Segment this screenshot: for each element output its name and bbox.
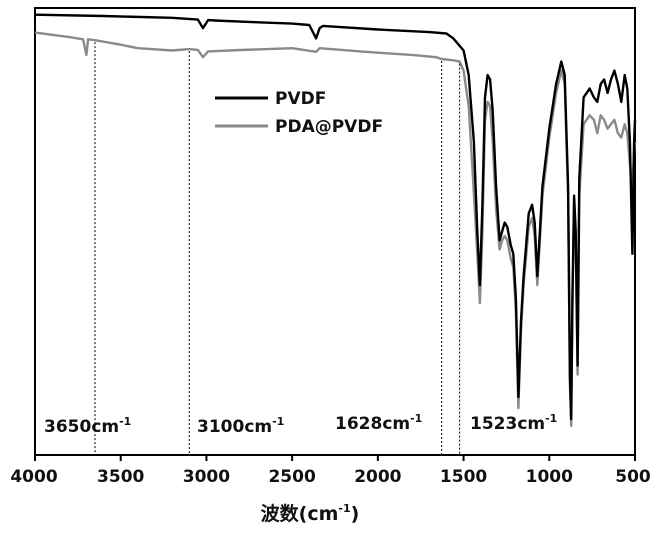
annotation-label-1523: 1523cm-1: [470, 412, 557, 434]
x-axis-label: 波数(cm-1): [261, 502, 360, 525]
x-tick-label-2000: 2000: [354, 467, 401, 487]
annotation-label-1628: 1628cm-1: [335, 412, 422, 434]
plot-frame: [34, 7, 636, 456]
x-tick-label-500: 500: [615, 467, 651, 487]
axes-box: [34, 7, 636, 456]
legend-label-pda-pvdf: PDA@PVDF: [275, 117, 383, 137]
legend: PVDF PDA@PVDF: [215, 89, 383, 137]
series-line-pvdf: [34, 13, 637, 421]
x-axis-ticks: 4000 3500 3000 2500 2000 1500 1000 500: [10, 455, 651, 487]
series-line-pda-pvdf: [34, 31, 637, 428]
annotation-labels: 3650cm-1 3100cm-1 1628cm-1 1523cm-1: [44, 412, 557, 437]
annotation-label-3100: 3100cm-1: [197, 415, 284, 437]
series-layer: [34, 13, 637, 428]
x-tick-label-3500: 3500: [97, 467, 144, 487]
x-tick-label-4000: 4000: [10, 467, 57, 487]
annotation-lines: [94, 42, 461, 455]
x-tick-label-1000: 1000: [526, 467, 573, 487]
x-tick-label-1500: 1500: [440, 467, 487, 487]
x-tick-label-3000: 3000: [183, 467, 230, 487]
legend-label-pvdf: PVDF: [275, 89, 326, 109]
annotation-label-3650: 3650cm-1: [44, 415, 131, 437]
x-tick-label-2500: 2500: [268, 467, 315, 487]
